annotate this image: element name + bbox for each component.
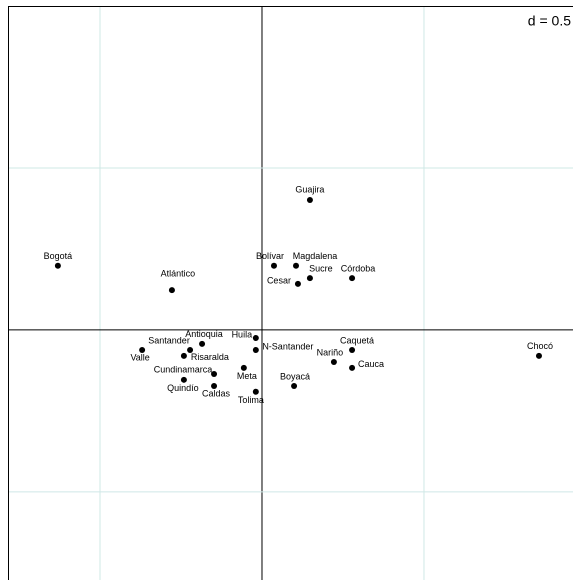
point-label: Nariño — [317, 347, 344, 357]
point-label: Atlántico — [161, 268, 196, 278]
point-label: Magdalena — [293, 251, 338, 261]
point — [168, 287, 175, 294]
point — [187, 347, 194, 354]
point-label: Quindío — [167, 383, 199, 393]
point — [252, 388, 259, 395]
point — [293, 262, 300, 269]
point — [291, 382, 298, 389]
annotation: d = 0.5 — [528, 13, 571, 29]
point-label: N-Santander — [262, 341, 313, 351]
point-label: Santander — [148, 335, 190, 345]
point — [211, 382, 218, 389]
point-label: Córdoba — [341, 263, 376, 273]
point-label: Risaralda — [191, 352, 229, 362]
point — [252, 335, 259, 342]
point-label: Caldas — [202, 388, 231, 398]
point — [270, 262, 277, 269]
point — [349, 347, 356, 354]
point-label: Chocó — [527, 341, 553, 351]
point-label: Sucre — [309, 263, 333, 273]
point-label: Bolívar — [256, 251, 284, 261]
point-label: Caquetá — [340, 335, 374, 345]
point — [199, 340, 206, 347]
point — [294, 280, 301, 287]
point-label: Cundinamarca — [154, 364, 213, 374]
point-label: Guajira — [295, 184, 324, 194]
point — [330, 358, 337, 365]
point-label: Meta — [237, 371, 257, 381]
point — [211, 370, 218, 377]
point — [306, 275, 313, 282]
point — [535, 352, 542, 359]
point-label: Boyacá — [280, 371, 310, 381]
point — [306, 197, 313, 204]
point-label: Valle — [130, 352, 149, 362]
frame — [8, 6, 573, 580]
point-label: Huila — [232, 329, 253, 339]
point — [240, 364, 247, 371]
point-label: Antioquia — [185, 329, 223, 339]
point — [252, 347, 259, 354]
point-label: Bogotá — [44, 251, 73, 261]
point — [349, 364, 356, 371]
point — [139, 347, 146, 354]
point — [180, 352, 187, 359]
point — [349, 275, 356, 282]
point-label: Cauca — [358, 359, 384, 369]
point — [54, 262, 61, 269]
point-label: Tolima — [238, 395, 264, 405]
point — [180, 376, 187, 383]
point-label: Cesar — [267, 275, 291, 285]
